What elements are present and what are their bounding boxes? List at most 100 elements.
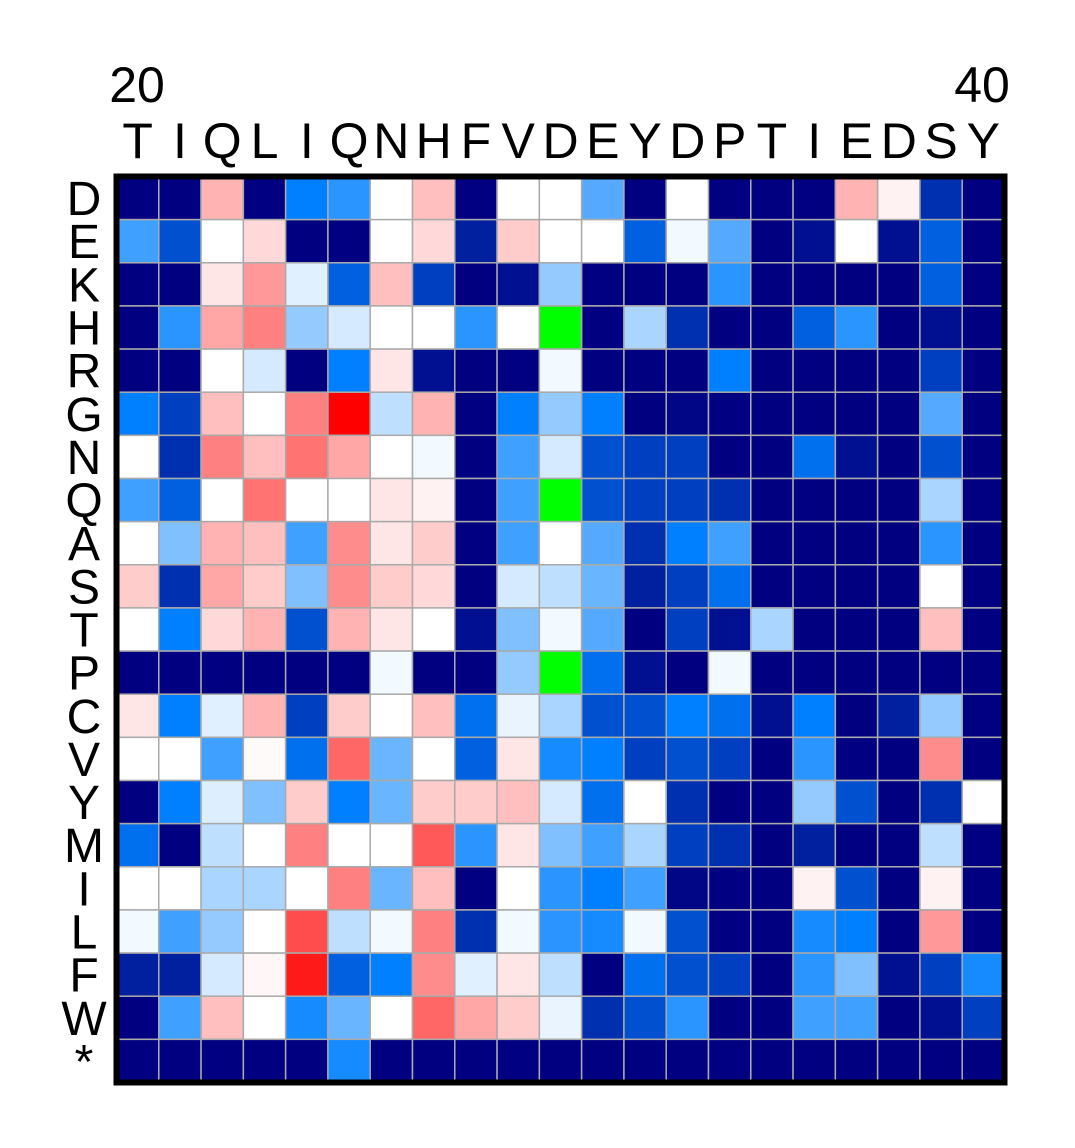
heatmap-cell: [369, 218, 414, 264]
heatmap-cell: [200, 952, 245, 997]
x-tick-label: Q: [203, 113, 242, 169]
heatmap-cell: [158, 909, 202, 954]
heatmap-cell: [919, 736, 963, 782]
heatmap-cell: [792, 477, 837, 523]
heatmap-cell: [369, 348, 414, 393]
heatmap-cell: [750, 909, 794, 954]
heatmap-cell: [750, 1038, 794, 1084]
heatmap-cell: [665, 520, 710, 566]
heatmap-cell: [242, 995, 287, 1041]
x-tick-label: I: [300, 113, 314, 169]
heatmap-border: [113, 173, 1008, 1086]
heatmap-cell: [115, 952, 160, 997]
heatmap-cell: [284, 391, 329, 437]
heatmap-cell: [707, 348, 752, 393]
heatmap-cell: [284, 952, 329, 997]
heatmap-cell: [369, 995, 414, 1041]
heatmap-cell: [200, 348, 245, 393]
heatmap-cell: [538, 736, 583, 782]
heatmap-cell: [454, 348, 498, 393]
heatmap-cell: [623, 952, 667, 997]
y-tick-label: N: [67, 432, 102, 485]
heatmap-cell: [750, 650, 794, 695]
heatmap-cell: [496, 434, 541, 480]
heatmap-cell: [665, 218, 710, 264]
heatmap-cell: [369, 305, 414, 350]
heatmap-cell: [369, 434, 414, 480]
heatmap-cell: [665, 909, 710, 954]
end-position-label: 40: [954, 57, 1010, 113]
heatmap-cell: [411, 262, 456, 307]
heatmap-cell: [750, 607, 794, 652]
y-tick-label: V: [68, 734, 100, 787]
heatmap-cell: [242, 520, 287, 566]
heatmap-cell: [876, 866, 921, 911]
heatmap-cell: [242, 348, 287, 393]
heatmap-cell: [961, 607, 1006, 652]
heatmap-cell: [411, 391, 456, 437]
y-tick-label: Q: [65, 475, 102, 528]
heatmap-cell: [919, 564, 963, 609]
heatmap-cell: [327, 434, 371, 480]
heatmap-cell: [369, 736, 414, 782]
x-tick-label: N: [373, 113, 409, 169]
heatmap-cell: [623, 866, 667, 911]
heatmap-cell: [623, 693, 667, 739]
heatmap-cell: [369, 564, 414, 609]
heatmap-cell: [665, 995, 710, 1041]
y-tick-label: F: [69, 950, 98, 1003]
heatmap-cell: [792, 779, 837, 825]
heatmap-cell: [115, 822, 160, 868]
heatmap-cell: [623, 822, 667, 868]
heatmap-cell: [369, 866, 414, 911]
heatmap-cell: [284, 564, 329, 609]
heatmap-cell: [327, 952, 371, 997]
x-tick-label: D: [881, 113, 917, 169]
heatmap-cell: [665, 607, 710, 652]
heatmap-cell: [919, 693, 963, 739]
heatmap-cell: [919, 1038, 963, 1084]
heatmap-cell: [115, 391, 160, 437]
heatmap-cell: [454, 607, 498, 652]
heatmap-cell: [454, 262, 498, 307]
heatmap-cell: [538, 995, 583, 1041]
heatmap-cell: [961, 348, 1006, 393]
heatmap-cell: [665, 650, 710, 695]
heatmap-cell: [792, 995, 837, 1041]
heatmap-cell: [200, 262, 245, 307]
heatmap-cell: [750, 218, 794, 264]
heatmap-cell: [496, 477, 541, 523]
heatmap-cell: [876, 175, 921, 221]
heatmap-cell: [961, 995, 1006, 1041]
heatmap-cell: [834, 520, 879, 566]
heatmap-cell: [580, 952, 625, 997]
heatmap-cell: [919, 822, 963, 868]
heatmap-cell: [369, 520, 414, 566]
heatmap-cell: [707, 564, 752, 609]
heatmap-cell: [919, 391, 963, 437]
heatmap-cell: [200, 218, 245, 264]
heatmap-cell: [665, 736, 710, 782]
y-tick-label: I: [77, 863, 90, 916]
heatmap-cell: [834, 822, 879, 868]
heatmap-cell: [750, 477, 794, 523]
heatmap-cell: [580, 218, 625, 264]
heatmap-cell: [623, 218, 667, 264]
heatmap-cell: [158, 175, 202, 221]
x-tick-label: I: [807, 113, 821, 169]
heatmap-cell: [665, 305, 710, 350]
heatmap-cell: [919, 650, 963, 695]
heatmap-cell: [580, 1038, 625, 1084]
heatmap-cell: [750, 693, 794, 739]
heatmap-cell: [707, 736, 752, 782]
heatmap-cell: [919, 218, 963, 264]
heatmap-cell: [454, 305, 498, 350]
heatmap-cell: [200, 564, 245, 609]
heatmap-cell: [961, 779, 1006, 825]
heatmap-cell: [580, 564, 625, 609]
heatmap-cell: [242, 909, 287, 954]
heatmap-cell: [496, 391, 541, 437]
heatmap-cell: [496, 262, 541, 307]
heatmap-cell: [411, 866, 456, 911]
